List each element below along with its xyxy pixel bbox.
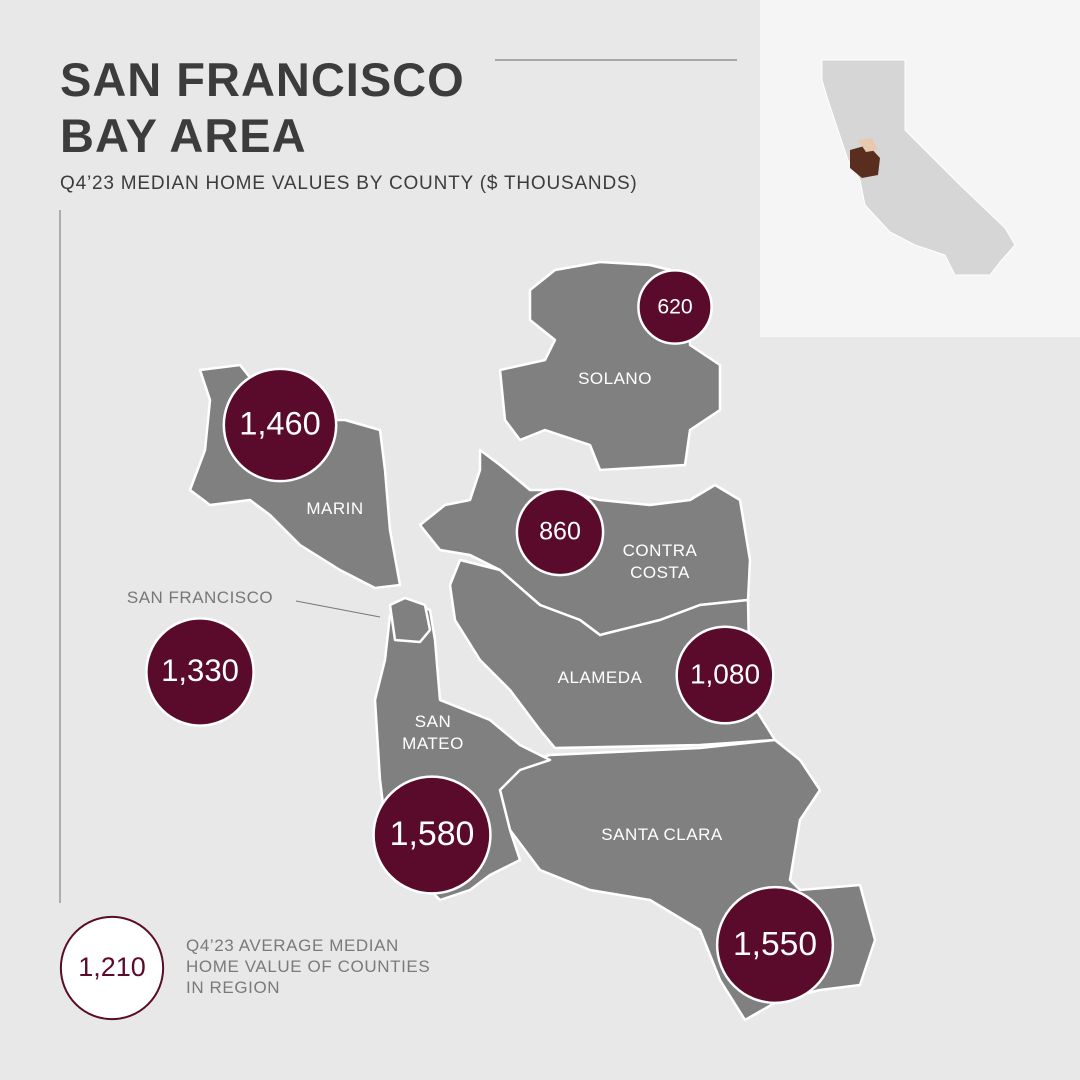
leader-line <box>295 600 381 618</box>
value-label: 1,330 <box>161 653 239 688</box>
value-label: 620 <box>657 296 692 319</box>
value-bubble <box>675 625 775 725</box>
legend-bubble <box>59 915 165 1021</box>
bay-area-highlight <box>850 145 880 178</box>
county-name: SOLANO <box>578 369 652 388</box>
california-outline <box>821 59 1016 276</box>
value-label: 1,080 <box>690 658 760 689</box>
county-name: SAN MATEO <box>402 712 464 753</box>
legend-value: 1,210 <box>78 952 146 982</box>
value-bubble <box>637 269 713 345</box>
value-bubble <box>515 487 605 577</box>
bay-area-highlight <box>858 138 878 152</box>
title: SAN FRANCISCO BAY AREA <box>60 53 465 162</box>
value-label: 1,550 <box>733 926 817 963</box>
value-label: 1,580 <box>390 815 475 853</box>
county-name: MARIN <box>306 499 364 518</box>
legend-text: Q4’23 AVERAGE MEDIAN HOME VALUE OF COUNT… <box>186 936 431 997</box>
value-label: 1,460 <box>239 405 321 442</box>
county-shape <box>388 596 432 644</box>
county-name: ALAMEDA <box>557 668 643 687</box>
value-bubble <box>372 775 492 895</box>
subtitle: Q4’23 MEDIAN HOME VALUES BY COUNTY ($ TH… <box>60 173 638 194</box>
county-name: SANTA CLARA <box>601 825 723 844</box>
value-bubble <box>145 617 255 727</box>
value-label: 860 <box>539 518 581 546</box>
value-bubble <box>715 885 835 1005</box>
county-name: CONTRA COSTA <box>622 541 698 582</box>
county-name: SAN FRANCISCO <box>126 588 274 607</box>
value-bubble <box>222 367 338 483</box>
